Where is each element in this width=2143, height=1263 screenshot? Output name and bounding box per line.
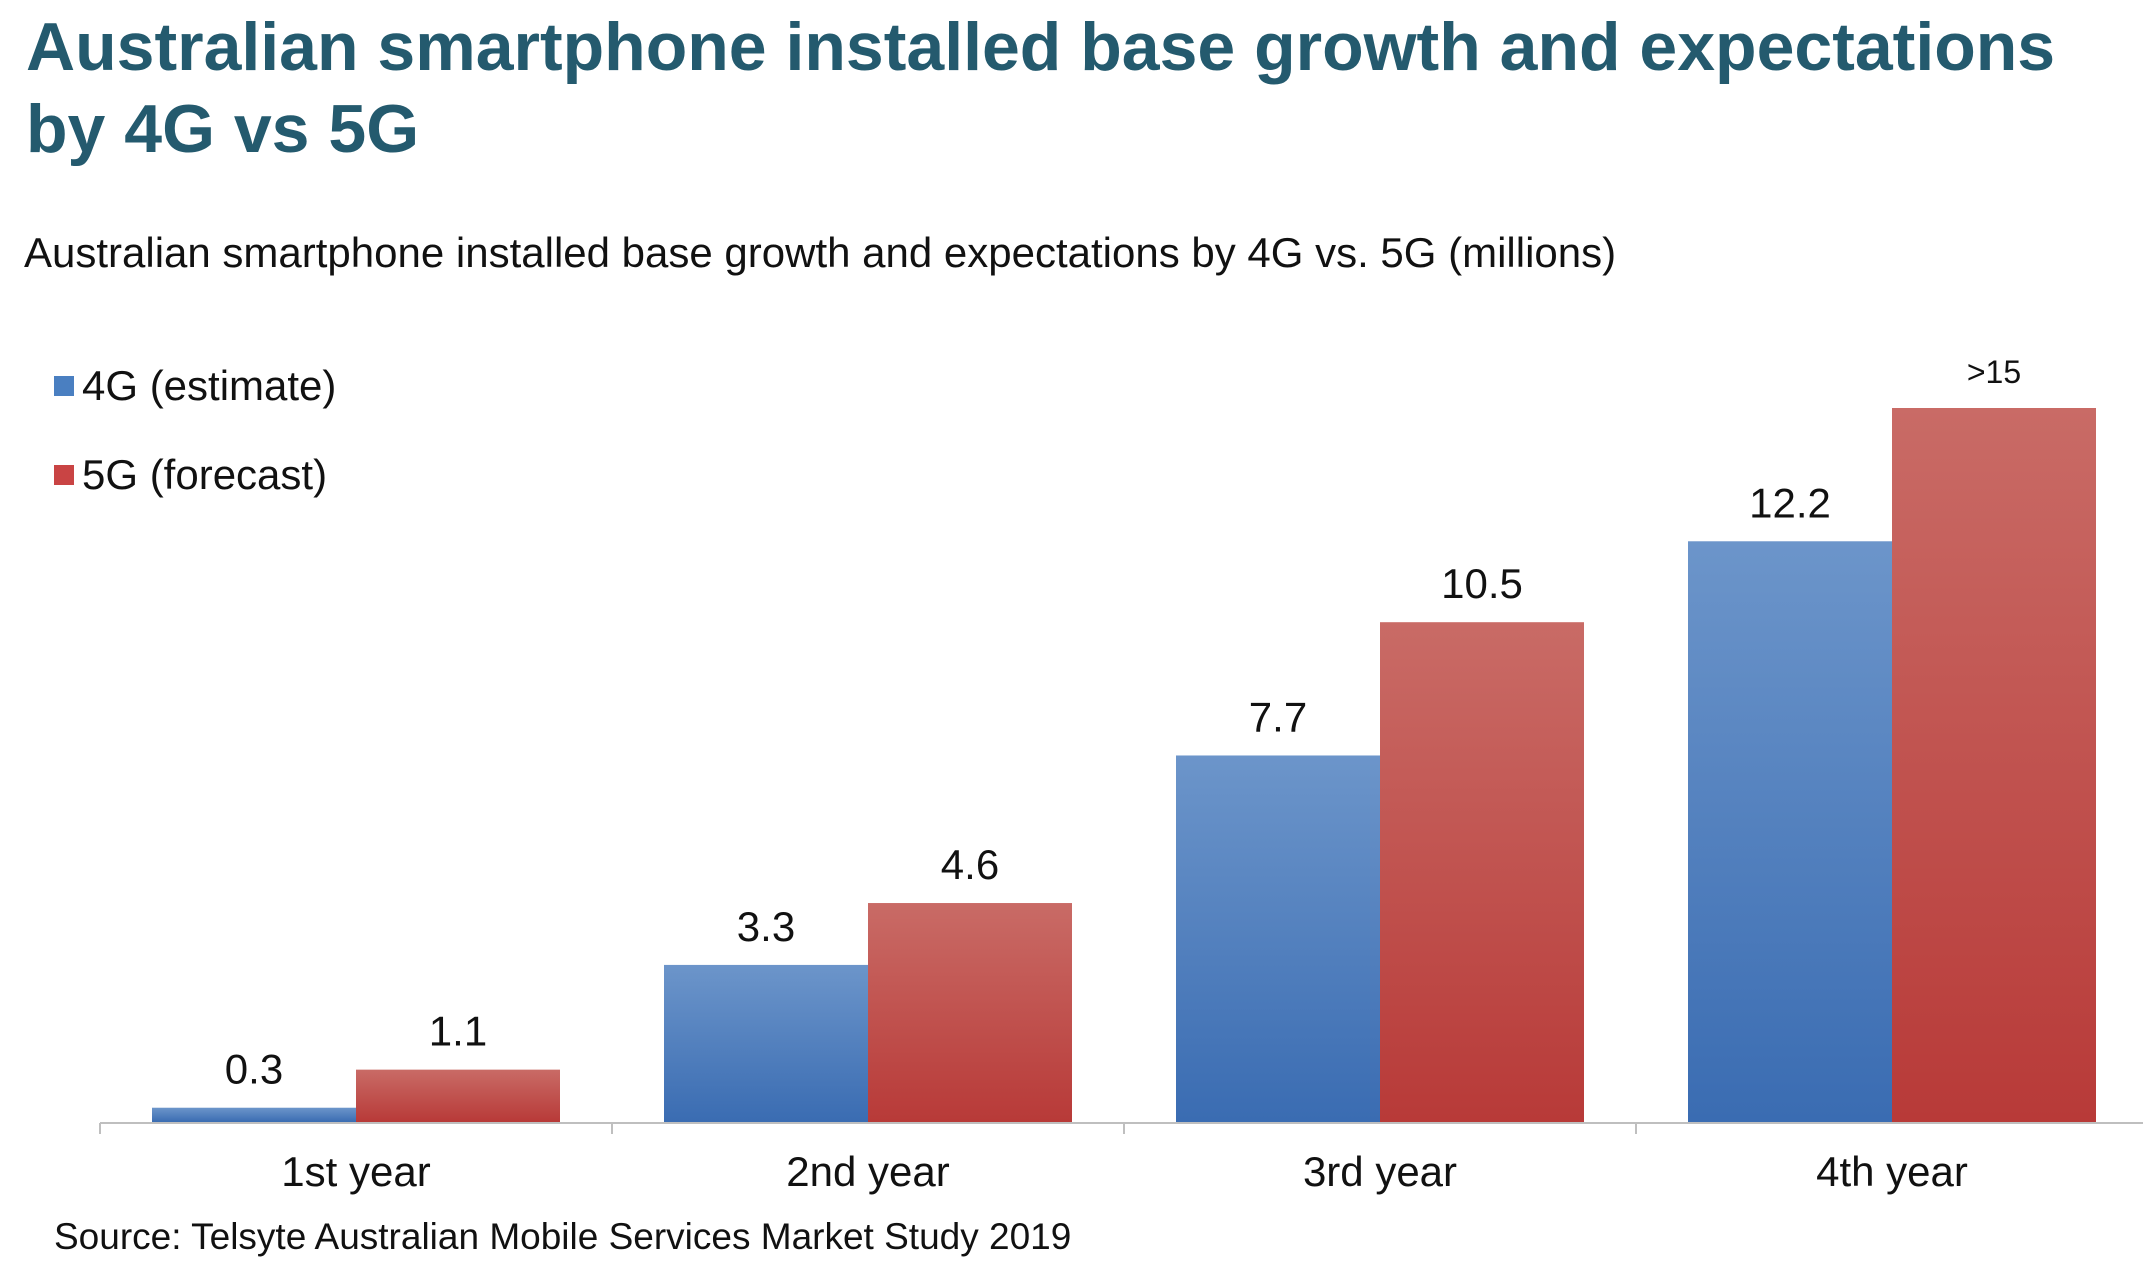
x-tick-label-2: 2nd year: [786, 1148, 949, 1195]
data-label-5g-3: 10.5: [1441, 560, 1523, 607]
legend-item-4g: 4G (estimate): [54, 362, 336, 410]
bar-5g-3: [1380, 622, 1584, 1122]
legend-item-5g: 5G (forecast): [54, 451, 336, 499]
chart-legend: 4G (estimate) 5G (forecast): [54, 362, 336, 540]
data-label-5g-4: >15: [1967, 354, 2021, 390]
data-label-4g-1: 0.3: [225, 1046, 283, 1093]
chart-title: Australian smartphone installed base gro…: [24, 229, 1617, 276]
legend-label-4g: 4G (estimate): [82, 362, 337, 409]
data-label-4g-4: 12.2: [1749, 479, 1831, 526]
bar-4g-3: [1176, 755, 1380, 1122]
bar-4g-1: [152, 1107, 356, 1122]
legend-swatch-5g: [54, 465, 74, 485]
data-label-4g-3: 7.7: [1249, 693, 1307, 740]
bar-5g-2: [868, 903, 1072, 1122]
bars-layer: [152, 408, 2096, 1122]
data-label-5g-1: 1.1: [429, 1008, 487, 1055]
data-label-4g-2: 3.3: [737, 903, 795, 950]
legend-label-5g: 5G (forecast): [82, 451, 328, 498]
bar-4g-4: [1688, 541, 1892, 1122]
x-tick-label-1: 1st year: [281, 1148, 430, 1195]
bar-5g-4: [1892, 408, 2096, 1122]
x-tick-label-4: 4th year: [1816, 1148, 1968, 1195]
slide-title: Australian smartphone installed base gro…: [26, 9, 2056, 167]
bar-4g-2: [664, 964, 868, 1122]
data-label-5g-2: 4.6: [941, 841, 999, 888]
legend-swatch-4g: [54, 376, 74, 396]
x-tick-label-3: 3rd year: [1303, 1148, 1457, 1195]
bar-5g-1: [356, 1069, 560, 1122]
x-axis: 1st year 2nd year 3rd year 4th year: [99, 1122, 2143, 1195]
data-labels-layer: 0.3 1.1 3.3 4.6 7.7 10.5 12.2 >15: [225, 354, 2021, 1093]
source-note: Source: Telsyte Australian Mobile Servic…: [54, 1216, 1072, 1257]
